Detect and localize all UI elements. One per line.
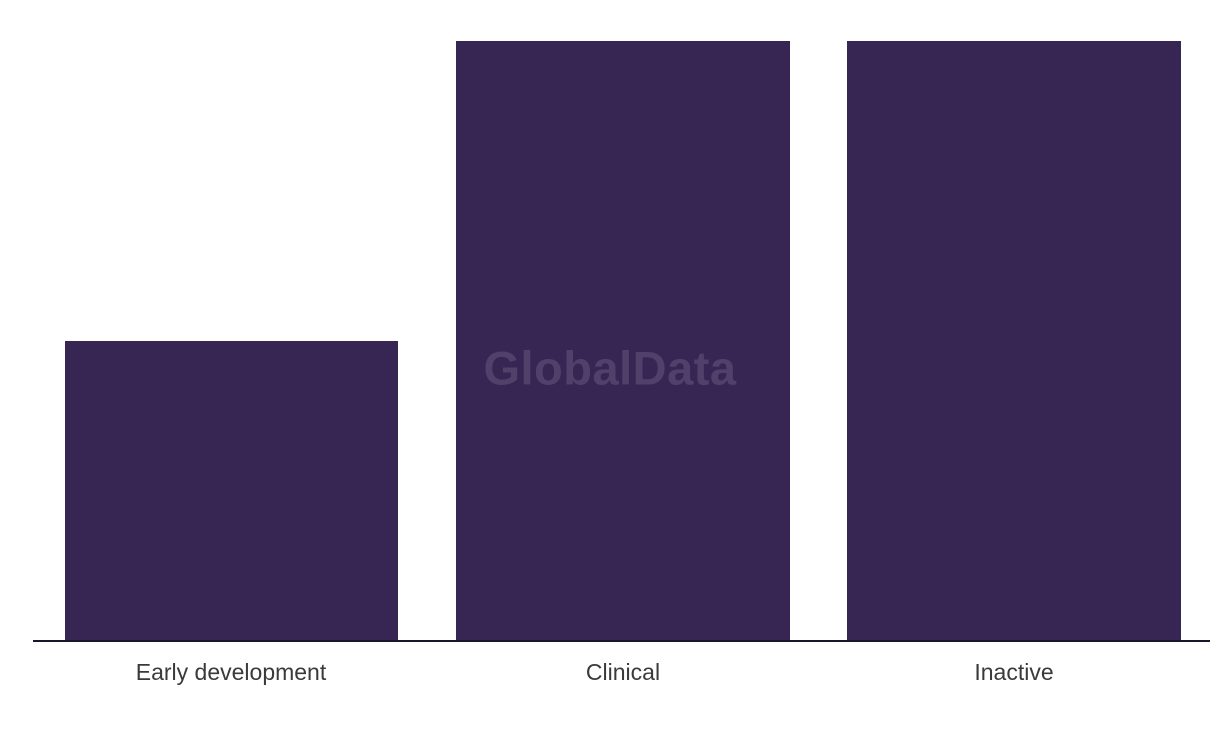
plot-area <box>65 41 1181 641</box>
x-axis-label-clinical: Clinical <box>585 659 661 685</box>
x-axis-line <box>33 640 1210 642</box>
bar-early-development[interactable] <box>65 341 398 641</box>
bar-inactive[interactable] <box>847 41 1181 641</box>
bar-clinical[interactable] <box>456 41 790 641</box>
x-axis-label-inactive: Inactive <box>974 659 1054 685</box>
x-axis-label-early-development: Early development <box>135 659 327 685</box>
